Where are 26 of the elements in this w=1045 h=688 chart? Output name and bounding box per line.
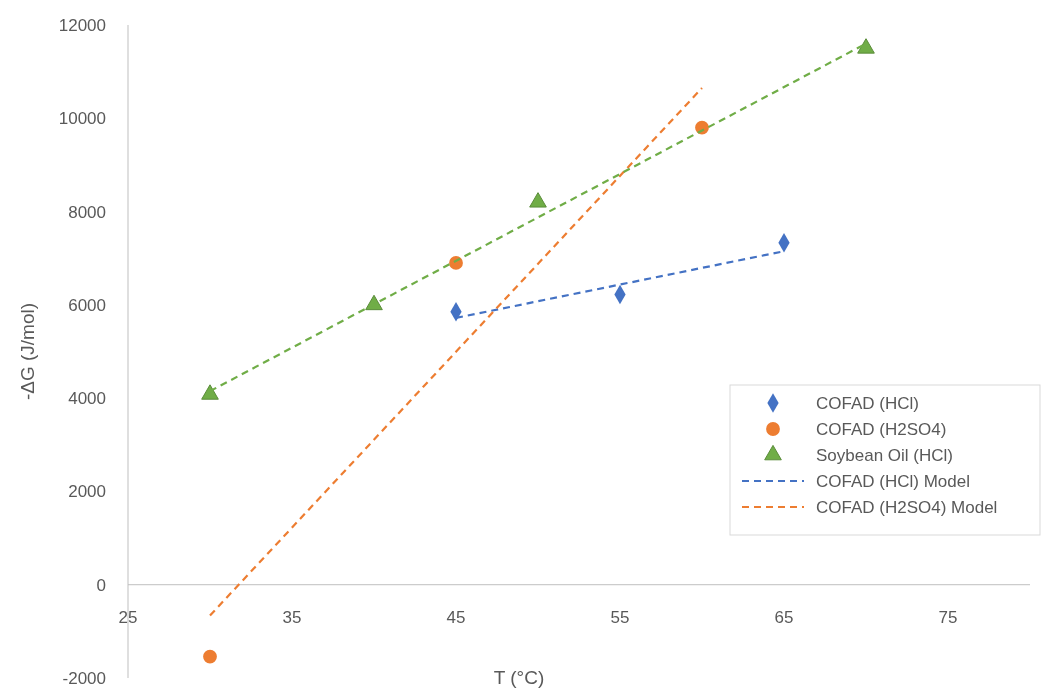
y-tick-label: 2000 (68, 482, 106, 502)
y-tick-label: 0 (96, 575, 106, 595)
x-tick-label: 45 (446, 607, 466, 627)
x-axis-title: T (°C) (493, 667, 545, 688)
point (201, 384, 219, 400)
point (857, 38, 875, 54)
legend-label: COFAD (H2SO4) (816, 419, 947, 439)
y-axis-title: -ΔG (J/mol) (17, 302, 38, 401)
x-tick-label: 25 (118, 607, 138, 627)
point (365, 294, 383, 311)
y-tick-label: -2000 (62, 668, 106, 688)
y-tick-label: 6000 (68, 295, 106, 315)
legend-label: COFAD (HCl) (816, 393, 919, 413)
y-tick-label: 12000 (58, 15, 106, 35)
y-tick-label: 8000 (68, 202, 106, 222)
x-tick-label: 65 (774, 607, 794, 627)
x-tick-label: 55 (610, 607, 630, 627)
x-tick-label: 75 (938, 607, 958, 627)
point (203, 649, 217, 664)
legend-label: Soybean Oil (HCl) (816, 445, 953, 465)
legend-label: COFAD (H2SO4) Model (816, 497, 998, 517)
legend-label: COFAD (HCl) Model (816, 471, 970, 491)
y-tick-label: 10000 (58, 109, 106, 129)
x-tick-label: 35 (282, 607, 302, 627)
y-tick-label: 4000 (68, 389, 106, 409)
point (529, 192, 547, 208)
